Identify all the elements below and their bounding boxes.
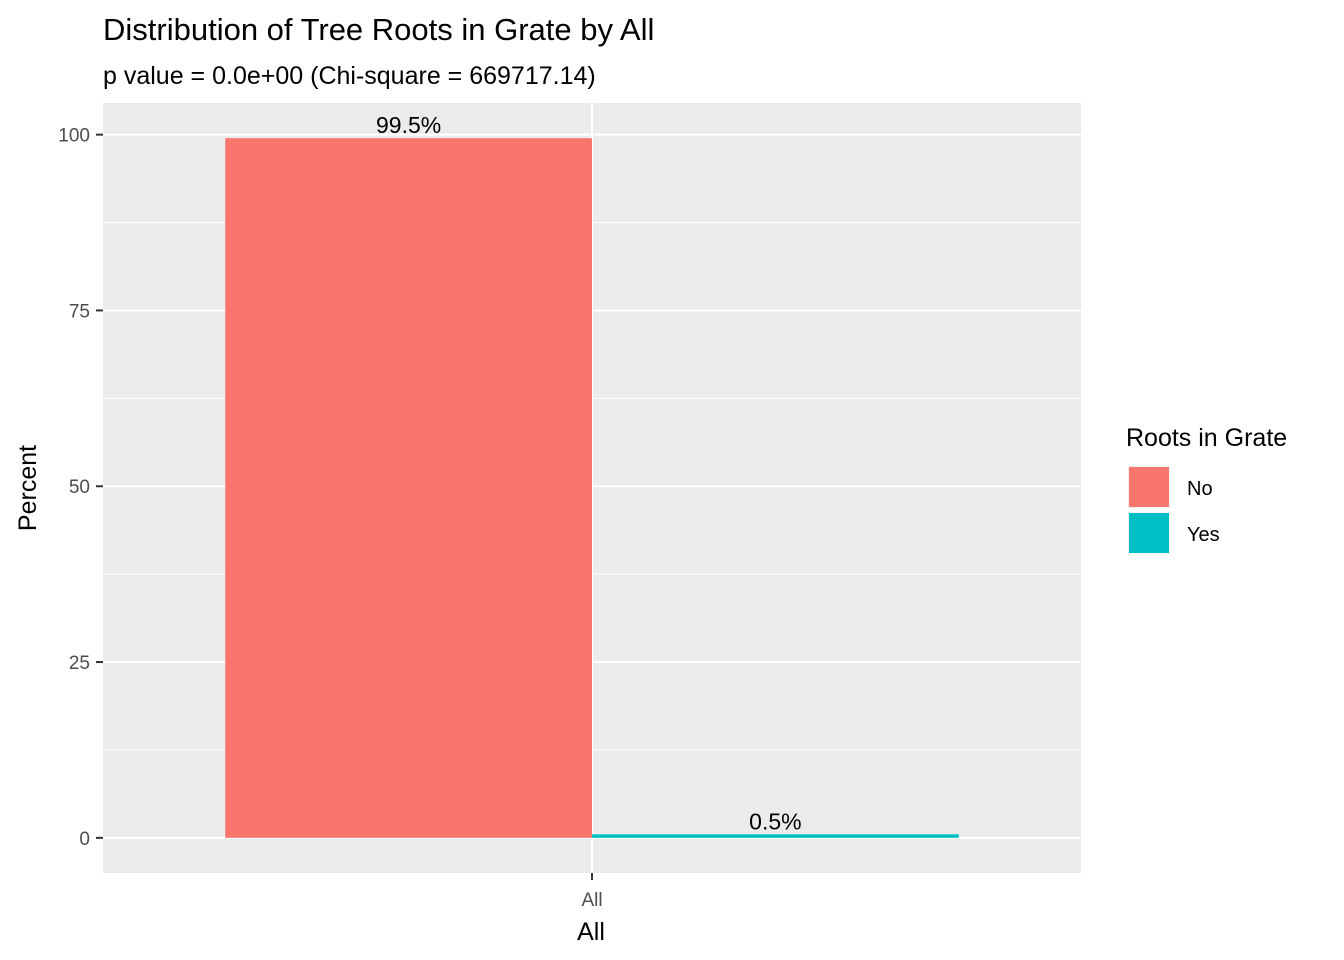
- legend-label-no: No: [1187, 478, 1213, 500]
- data-labels: 99.5% 0.5%: [376, 112, 802, 834]
- legend-label-yes: Yes: [1187, 524, 1220, 546]
- x-axis-title: All: [577, 918, 605, 946]
- legend: Roots in Grate No Yes: [1126, 424, 1287, 554]
- data-label-no: 99.5%: [376, 112, 441, 138]
- y-tick-label: 50: [69, 477, 90, 498]
- y-tick-label: 0: [79, 829, 90, 850]
- y-tick-label: 100: [58, 126, 90, 147]
- x-axis: All: [581, 873, 603, 911]
- chart-title: Distribution of Tree Roots in Grate by A…: [103, 12, 654, 47]
- legend-swatch-yes: [1129, 513, 1169, 553]
- bar-yes: [592, 834, 959, 838]
- data-label-yes: 0.5%: [749, 808, 801, 834]
- y-axis: 0 25 50 75 100: [58, 126, 103, 850]
- legend-swatch-no: [1129, 467, 1169, 507]
- y-axis-title: Percent: [14, 445, 42, 531]
- y-tick-label: 25: [69, 653, 90, 674]
- bars: [225, 138, 959, 838]
- legend-items: No Yes: [1128, 466, 1220, 554]
- bar-no: [225, 138, 592, 838]
- x-tick-label: All: [581, 890, 602, 911]
- chart-subtitle: p value = 0.0e+00 (Chi-square = 669717.1…: [103, 62, 596, 90]
- y-tick-label: 75: [69, 301, 90, 322]
- legend-title: Roots in Grate: [1126, 424, 1287, 452]
